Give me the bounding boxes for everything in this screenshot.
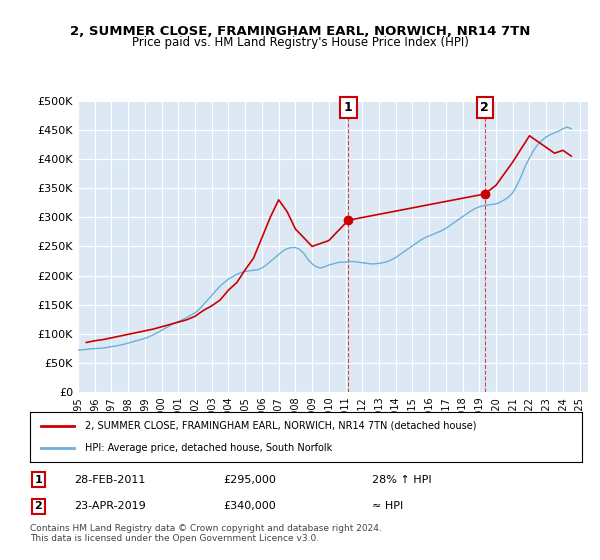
- Text: 2, SUMMER CLOSE, FRAMINGHAM EARL, NORWICH, NR14 7TN: 2, SUMMER CLOSE, FRAMINGHAM EARL, NORWIC…: [70, 25, 530, 38]
- Text: 2: 2: [480, 101, 489, 114]
- Text: Contains HM Land Registry data © Crown copyright and database right 2024.
This d: Contains HM Land Registry data © Crown c…: [30, 524, 382, 543]
- Text: £340,000: £340,000: [223, 501, 276, 511]
- Text: 1: 1: [34, 475, 42, 485]
- Text: 23-APR-2019: 23-APR-2019: [74, 501, 146, 511]
- Text: 2, SUMMER CLOSE, FRAMINGHAM EARL, NORWICH, NR14 7TN (detached house): 2, SUMMER CLOSE, FRAMINGHAM EARL, NORWIC…: [85, 421, 476, 431]
- Text: 2: 2: [34, 501, 42, 511]
- Text: ≈ HPI: ≈ HPI: [372, 501, 403, 511]
- Text: 28% ↑ HPI: 28% ↑ HPI: [372, 475, 432, 485]
- Text: £295,000: £295,000: [223, 475, 276, 485]
- Text: Price paid vs. HM Land Registry's House Price Index (HPI): Price paid vs. HM Land Registry's House …: [131, 36, 469, 49]
- Text: 28-FEB-2011: 28-FEB-2011: [74, 475, 146, 485]
- Text: 1: 1: [344, 101, 353, 114]
- Text: HPI: Average price, detached house, South Norfolk: HPI: Average price, detached house, Sout…: [85, 443, 332, 453]
